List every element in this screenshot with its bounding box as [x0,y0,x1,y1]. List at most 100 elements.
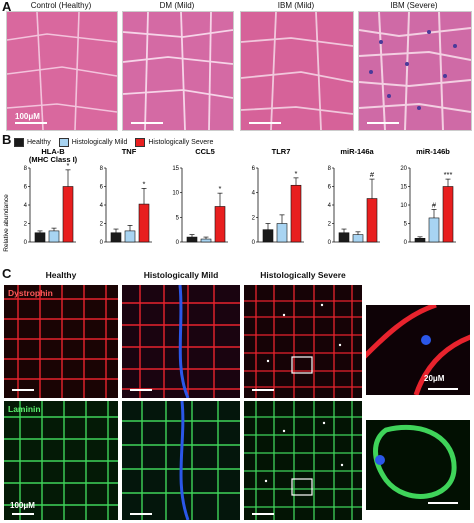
legend-item-mild: Histologically Mild [58,138,127,147]
panel-a-title-2: DM (Mild) [159,1,195,10]
y-tick-label: 6 [24,185,28,191]
significance-mark: # [432,200,437,209]
chart-title: (MHC Class I) [29,155,78,164]
significance-mark: * [219,184,222,193]
laminin-inset-texture [366,420,470,510]
inset-scale-label: 20μM [424,374,445,383]
if-dystrophin-inset: 20μM [366,305,470,395]
y-tick-label: 10 [400,203,407,209]
y-tick-label: 5 [404,222,408,228]
legend-item-severe: Histologically Severe [135,138,213,147]
bar [442,186,454,243]
panel-c-title-mild: Histologically Mild [143,270,219,280]
he-texture-2 [123,12,233,130]
bar [186,236,198,243]
bar [110,232,122,243]
y-tick-label: 8 [24,166,28,172]
legend-swatch [14,138,24,147]
scale-bar [367,122,399,124]
legend-swatch [58,138,69,147]
scale-bar [249,122,281,124]
if-dystrophin-healthy: Dystrophin [4,285,118,398]
laminin-texture [244,401,362,520]
he-image-ibm-severe [358,11,472,131]
scale-bar [12,389,34,391]
chart-title: CCL5 [195,148,215,156]
panel-a-title-4: IBM (Severe) [390,1,438,10]
chart-title: HLA-B [41,148,65,156]
scale-bar [252,513,274,515]
he-texture-1 [7,12,117,130]
panel-a-letter: A [2,0,12,14]
panel-c-title-severe: Histologically Severe [260,270,346,280]
scale-bar [428,502,458,504]
chart-3: CCL5 0 5 10 15 * [172,148,228,246]
y-tick-label: 2 [252,215,256,221]
scale-bar-label: 100μM [15,112,40,121]
if-laminin-healthy: Laminin 100μM [4,401,118,520]
if-laminin-severe [244,401,362,520]
dystrophin-inset-texture [366,305,470,395]
stain-label-laminin: Laminin [8,404,41,414]
bar [214,206,226,243]
y-tick-label: 4 [252,191,256,197]
chart-title: miR-146a [340,148,374,156]
bar [414,238,426,243]
he-image-dm-mild [122,11,234,131]
y-tick-label: 5 [176,215,180,221]
scale-bar [131,122,163,124]
chart-title: miR-146b [416,148,450,156]
y-tick-label: 15 [172,166,179,172]
legend-item-healthy: Healthy [14,138,51,147]
scale-bar [252,389,274,391]
if-laminin-mild [122,401,240,520]
if-dystrophin-severe [244,285,362,398]
y-tick-label: 6 [328,185,332,191]
legend-label: Healthy [27,139,51,146]
bar [290,184,302,243]
he-image-control-healthy: 100μM [6,11,118,131]
legend-label: Histologically Severe [148,139,214,146]
chart-6: miR-146b 0 5 10 15 20 # *** [400,148,456,246]
significance-mark: # [370,170,375,179]
y-tick-label: 0 [100,240,104,246]
bar [48,230,60,243]
chart-title: TNF [122,148,137,156]
y-tick-label: 0 [252,240,256,246]
y-axis-label: Relative abundance [3,194,10,252]
y-tick-label: 6 [252,166,256,172]
chart-2: TNF 0 2 4 6 8 * [100,148,152,246]
bar [276,223,288,243]
bar [62,186,74,243]
bar [138,203,150,243]
stain-label-dystrophin: Dystrophin [8,288,53,298]
panel-b-letter: B [2,132,12,147]
dystrophin-texture [122,285,240,398]
bar [200,238,212,243]
legend: Healthy Histologically Mild Histological… [14,138,213,147]
scale-bar [130,389,152,391]
y-tick-label: 15 [400,185,407,191]
y-tick-label: 8 [328,166,332,172]
he-image-ibm-mild [240,11,354,131]
y-tick-label: 10 [172,191,179,197]
scale-bar [15,122,47,124]
scale-bar [428,388,458,390]
if-laminin-inset [366,420,470,510]
significance-mark: * [295,169,298,178]
y-tick-label: 0 [176,240,180,246]
y-tick-label: 2 [24,222,28,228]
y-tick-label: 0 [24,240,28,246]
bar [428,217,440,243]
bar [124,230,136,243]
scale-bar [12,513,34,515]
bar [34,232,46,243]
charts-root: HLA-B(MHC Class I) 0 2 4 6 8 * TNF 0 2 4 6 8 * CCL5 0 5 1… [24,148,456,246]
chart-5: miR-146a 0 2 4 6 8 # [328,148,380,246]
panel-c-letter: C [2,266,12,281]
panel-a-title-1: Control (Healthy) [30,1,92,10]
bar [338,232,350,243]
dystrophin-texture [4,285,118,398]
y-tick-label: 2 [328,222,332,228]
y-tick-label: 2 [100,222,104,228]
